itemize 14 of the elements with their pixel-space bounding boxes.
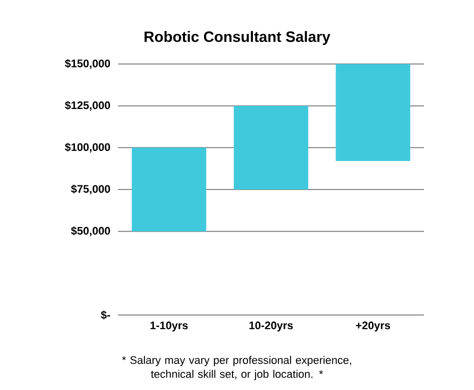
bar — [132, 148, 206, 232]
x-tick-label: 1-10yrs — [150, 322, 188, 332]
y-tick-label: $75,000 — [71, 184, 110, 194]
x-tick-label: +20yrs — [356, 322, 390, 332]
y-tick-label: $- — [100, 310, 110, 320]
y-tick-label: $150,000 — [64, 59, 110, 69]
y-tick-label: $125,000 — [64, 100, 110, 111]
bar — [234, 106, 308, 190]
chart-title: Robotic Consultant Salary — [144, 31, 330, 45]
y-tick-label: $50,000 — [71, 226, 110, 236]
bar — [336, 64, 410, 162]
x-tick-label: 10-20yrs — [249, 322, 293, 332]
text: * Salary may vary per professional experience, technical skill set, or job location. * — [122, 356, 352, 380]
y-tick-label: $100,000 — [64, 142, 110, 153]
